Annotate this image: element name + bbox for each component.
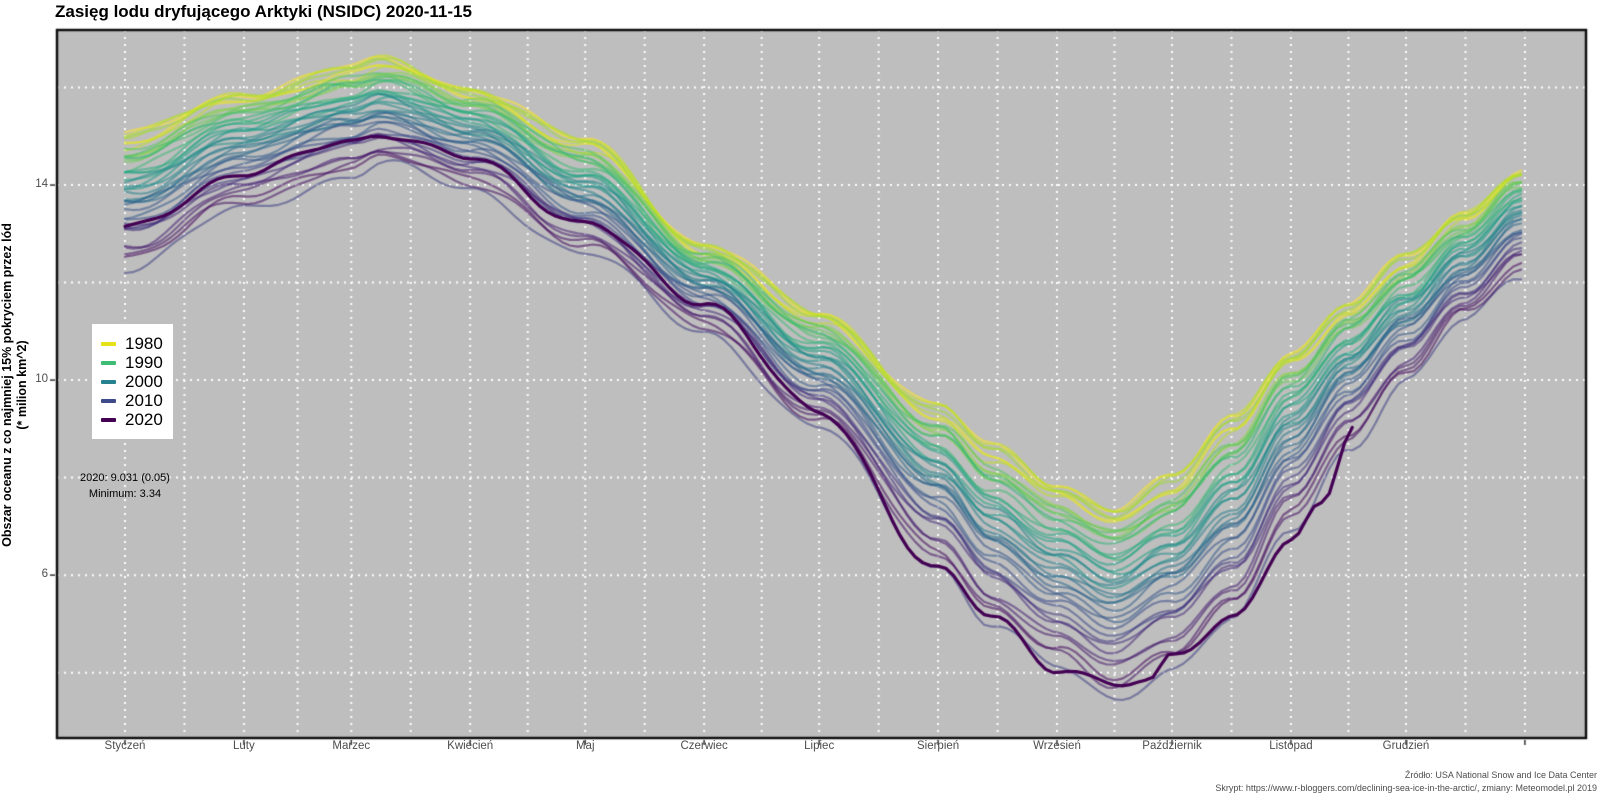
legend-entry: 2020 <box>101 410 163 429</box>
y-axis-label: 10 <box>35 373 48 386</box>
legend-label: 1980 <box>125 333 163 353</box>
legend-color-swatch <box>101 398 116 403</box>
legend-entry: 2000 <box>101 372 163 391</box>
legend-color-swatch <box>101 379 116 384</box>
caption: Źródło: USA National Snow and Ice Data C… <box>1215 769 1597 795</box>
legend-label: 2010 <box>125 390 163 410</box>
x-axis-label: Kwiecień <box>447 740 494 752</box>
y-axis-label: 14 <box>35 178 48 191</box>
x-axis-label: Luty <box>233 740 255 752</box>
chart-title: Zasięg lodu dryfującego Arktyki (NSIDC) … <box>55 2 472 21</box>
y-axis-label: 6 <box>41 568 48 581</box>
legend-label: 1990 <box>125 352 163 372</box>
legend-entry: 2010 <box>101 391 163 410</box>
legend-entry: 1980 <box>101 334 163 353</box>
annotation-latest-value: 2020: 9.031 (0.05) <box>80 472 170 484</box>
x-axis-label: Grudzień <box>1382 740 1430 752</box>
x-axis-label: Sierpień <box>916 740 960 752</box>
x-axis-label: Lipiec <box>804 740 835 752</box>
caption-script: Skrypt: https://www.r-bloggers.com/decli… <box>1215 783 1597 793</box>
decade-legend: 1980 1990 2000 2010 2020 <box>92 324 173 439</box>
x-axis-label: Maj <box>575 740 595 752</box>
legend-color-swatch <box>101 341 116 346</box>
x-axis-label: Październik <box>1142 740 1202 752</box>
legend-label: 2000 <box>125 371 163 391</box>
x-axis-label: Listopad <box>1269 740 1313 752</box>
x-axis-label: Wrzesień <box>1033 740 1081 752</box>
annotation-record-minimum: Minimum: 3.34 <box>88 488 162 500</box>
x-axis-label: Marzec <box>332 740 371 752</box>
legend-color-swatch <box>101 360 116 365</box>
legend-entry: 1990 <box>101 353 163 372</box>
annotation: 2020: 9.031 (0.05) Minimum: 3.34 <box>80 470 170 502</box>
legend-color-swatch <box>101 417 116 422</box>
legend-label: 2020 <box>125 409 163 429</box>
caption-source: Źródło: USA National Snow and Ice Data C… <box>1404 770 1597 780</box>
x-axis-label: Styczeń <box>104 740 146 752</box>
x-axis-label: Czerwiec <box>680 740 728 752</box>
